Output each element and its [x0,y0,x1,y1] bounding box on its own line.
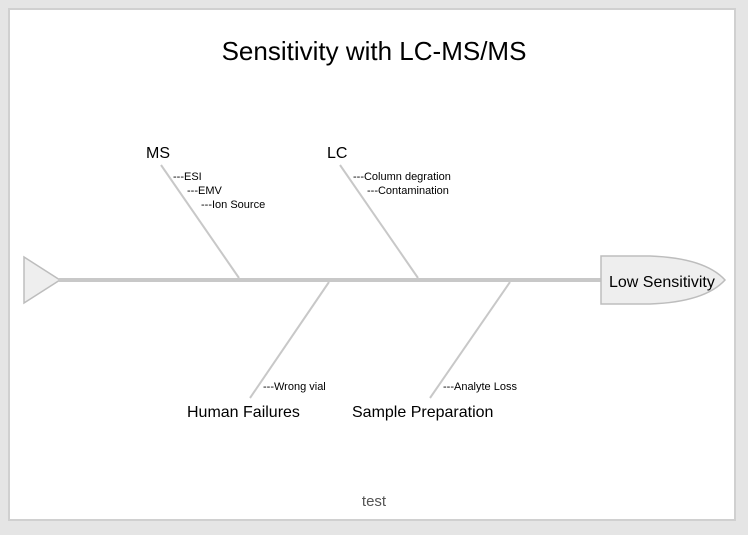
category-label-human-failures: Human Failures [187,404,300,421]
cause-label-analyte-loss: ---Analyte Loss [443,381,517,393]
effect-label: Low Sensitivity [609,274,715,291]
fish-head [600,255,727,305]
category-label-sample-preparation: Sample Preparation [352,404,493,421]
category-label-lc: LC [327,145,347,162]
diagram-footer: test [362,493,387,510]
diagram-title: Sensitivity with LC-MS/MS [222,36,527,66]
fish-tail-icon [23,255,62,305]
cause-label-emv: ---EMV [187,185,222,197]
cause-label-contamination: ---Contamination [367,185,449,197]
bone-lc [339,164,419,279]
cause-label-column-degration: ---Column degration [353,171,451,183]
cause-label-wrong-vial: ---Wrong vial [263,381,326,393]
bone-human-failures [249,281,330,399]
bone-ms [160,164,240,279]
cause-label-esi: ---ESI [173,171,202,183]
bone-sample-preparation [429,281,511,399]
category-label-ms: MS [146,145,170,162]
cause-label-ion-source: ---Ion Source [201,199,265,211]
